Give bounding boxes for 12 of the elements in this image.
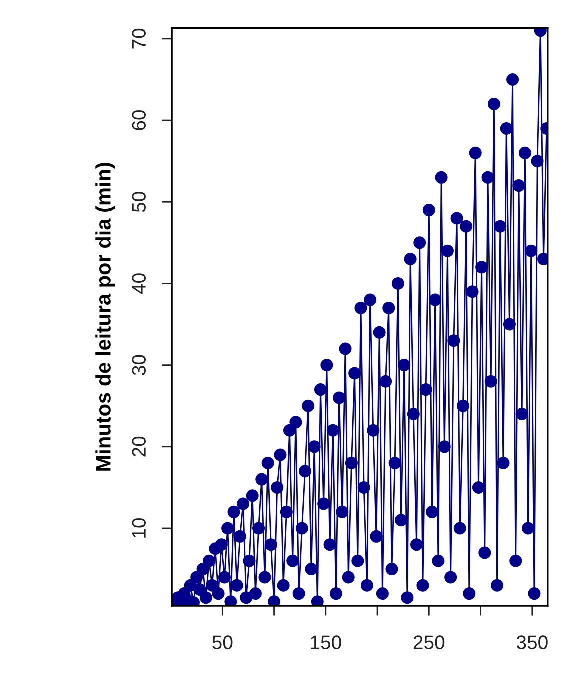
y-tick-label: 60 bbox=[132, 110, 146, 130]
x-tick-label: 350 bbox=[516, 636, 548, 650]
y-axis-title: Minutos de leitura por dia (min) bbox=[96, 163, 116, 471]
x-tick-label: 50 bbox=[212, 636, 233, 650]
y-tick-label: 40 bbox=[132, 274, 146, 294]
y-tick-label: 50 bbox=[132, 192, 146, 212]
y-tick-label: 30 bbox=[132, 355, 146, 376]
y-tick-label: 20 bbox=[132, 436, 146, 457]
y-tick-label: 10 bbox=[132, 518, 146, 538]
x-tick-label: 150 bbox=[311, 636, 342, 650]
x-tick-label: 250 bbox=[414, 636, 445, 650]
y-tick-label: 70 bbox=[132, 28, 146, 49]
